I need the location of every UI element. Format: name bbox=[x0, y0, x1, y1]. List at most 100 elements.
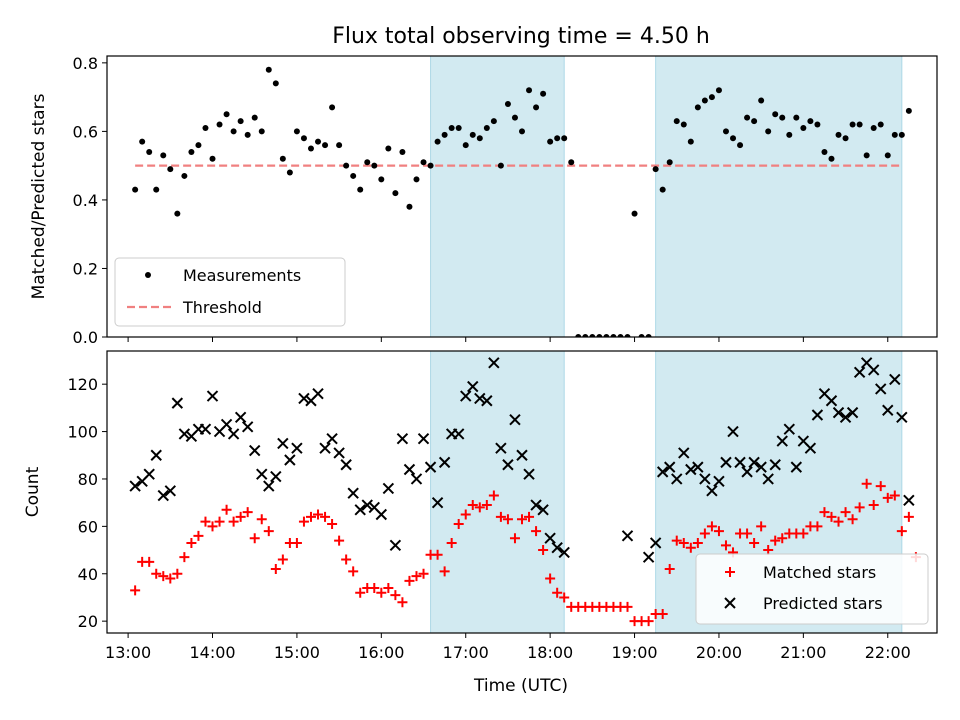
y-tick-label: 0.6 bbox=[73, 122, 98, 141]
top-plot: 0.0 0.2 0.4 0.6 0.8 Matched/Predicted stars Me… bbox=[29, 54, 938, 347]
measurement-point bbox=[265, 66, 272, 73]
matched-star-point bbox=[509, 533, 520, 544]
predicted-star-point bbox=[291, 442, 303, 454]
measurement-point bbox=[891, 131, 898, 138]
matched-star-point bbox=[320, 511, 331, 522]
predicted-star-point bbox=[769, 459, 781, 471]
predicted-star-point bbox=[417, 432, 430, 445]
measurement-point bbox=[336, 142, 343, 149]
measurement-point bbox=[666, 159, 673, 166]
measurement-point bbox=[174, 210, 181, 217]
predicted-star-point bbox=[678, 447, 690, 459]
legend-label: Matched stars bbox=[763, 563, 876, 582]
measurement-point bbox=[511, 114, 518, 121]
measurement-point bbox=[216, 121, 223, 128]
measurement-point bbox=[673, 118, 680, 125]
measurement-point bbox=[223, 111, 230, 118]
measurement-point bbox=[547, 138, 554, 145]
measurement-point bbox=[293, 128, 300, 135]
measurement-point bbox=[455, 124, 462, 131]
measurement-point bbox=[828, 155, 835, 162]
predicted-star-point bbox=[558, 546, 570, 559]
measurement-point bbox=[350, 172, 357, 179]
measurement-point bbox=[209, 155, 216, 162]
matched-star-point bbox=[383, 582, 394, 593]
predicted-star-point bbox=[206, 390, 219, 402]
predicted-star-point bbox=[776, 435, 788, 447]
top-shaded-interval-1 bbox=[430, 56, 565, 337]
matched-star-point bbox=[678, 537, 689, 548]
measurement-point bbox=[884, 152, 891, 159]
matched-star-point bbox=[144, 556, 155, 567]
measurement-point bbox=[694, 104, 701, 111]
predicted-star-point bbox=[249, 444, 261, 457]
predicted-stars-series bbox=[129, 357, 915, 563]
predicted-star-point bbox=[171, 397, 184, 409]
bottom-legend: Matched stars Predicted stars bbox=[695, 553, 929, 625]
predicted-star-point bbox=[748, 456, 760, 469]
measurement-point bbox=[279, 155, 286, 162]
matched-star-point bbox=[453, 518, 464, 529]
predicted-star-point bbox=[889, 373, 901, 386]
top-legend: Measurements Threshold bbox=[114, 257, 346, 327]
measurement-point bbox=[315, 138, 322, 145]
predicted-star-point bbox=[811, 409, 824, 421]
matched-star-point bbox=[369, 582, 380, 593]
matched-star-point bbox=[277, 554, 288, 565]
measurement-point bbox=[898, 131, 905, 138]
matched-star-point bbox=[263, 526, 274, 537]
measurement-point bbox=[286, 169, 293, 176]
y-tick-label: 0.4 bbox=[73, 191, 98, 210]
predicted-star-point bbox=[298, 392, 310, 405]
measurement-point bbox=[307, 145, 314, 152]
x-tick-label: 14:00 bbox=[189, 643, 235, 662]
measurement-point bbox=[603, 334, 610, 337]
predicted-star-point bbox=[319, 442, 331, 454]
legend-measurement-marker bbox=[145, 272, 151, 278]
measurement-point bbox=[870, 124, 877, 131]
measurement-point bbox=[772, 111, 779, 118]
legend-label: Predicted stars bbox=[763, 594, 883, 613]
matched-star-point bbox=[502, 514, 513, 525]
matched-star-point bbox=[158, 571, 169, 582]
predicted-star-point bbox=[270, 470, 282, 483]
predicted-star-point bbox=[326, 432, 338, 445]
matched-star-point bbox=[706, 521, 717, 532]
x-tick-label: 16:00 bbox=[358, 643, 404, 662]
matched-star-point bbox=[179, 552, 190, 563]
matched-star-point bbox=[699, 528, 710, 539]
matched-star-point bbox=[798, 528, 809, 539]
y-tick-label: 60 bbox=[78, 517, 98, 536]
measurement-point bbox=[708, 94, 715, 101]
matched-star-point bbox=[770, 535, 781, 546]
predicted-star-point bbox=[685, 463, 697, 476]
measurement-point bbox=[258, 128, 265, 135]
matched-star-point bbox=[847, 514, 858, 525]
measurement-point bbox=[905, 107, 912, 114]
matched-star-point bbox=[418, 568, 429, 579]
matched-star-point bbox=[826, 511, 837, 522]
matched-star-point bbox=[467, 500, 478, 511]
matched-star-point bbox=[411, 571, 422, 582]
measurement-point bbox=[300, 135, 307, 142]
predicted-star-point bbox=[664, 461, 676, 473]
predicted-star-point bbox=[199, 423, 212, 435]
predicted-star-point bbox=[396, 432, 409, 445]
bottom-y-axis-label: Count bbox=[23, 466, 43, 517]
matched-star-point bbox=[488, 490, 499, 501]
matched-star-point bbox=[207, 521, 218, 532]
matched-star-point bbox=[552, 587, 563, 598]
matched-star-point bbox=[334, 535, 345, 546]
matched-star-point bbox=[875, 481, 886, 492]
measurement-point bbox=[589, 334, 596, 337]
measurement-point bbox=[139, 138, 146, 145]
matched-star-point bbox=[193, 530, 204, 541]
x-tick-label: 19:00 bbox=[611, 643, 657, 662]
legend-box bbox=[695, 553, 929, 625]
measurement-point bbox=[652, 166, 659, 173]
top-shaded-interval-2 bbox=[655, 56, 903, 337]
measurement-point bbox=[540, 90, 547, 97]
predicted-star-point bbox=[875, 383, 887, 395]
matched-star-point bbox=[777, 533, 788, 544]
predicted-star-point bbox=[495, 442, 507, 454]
